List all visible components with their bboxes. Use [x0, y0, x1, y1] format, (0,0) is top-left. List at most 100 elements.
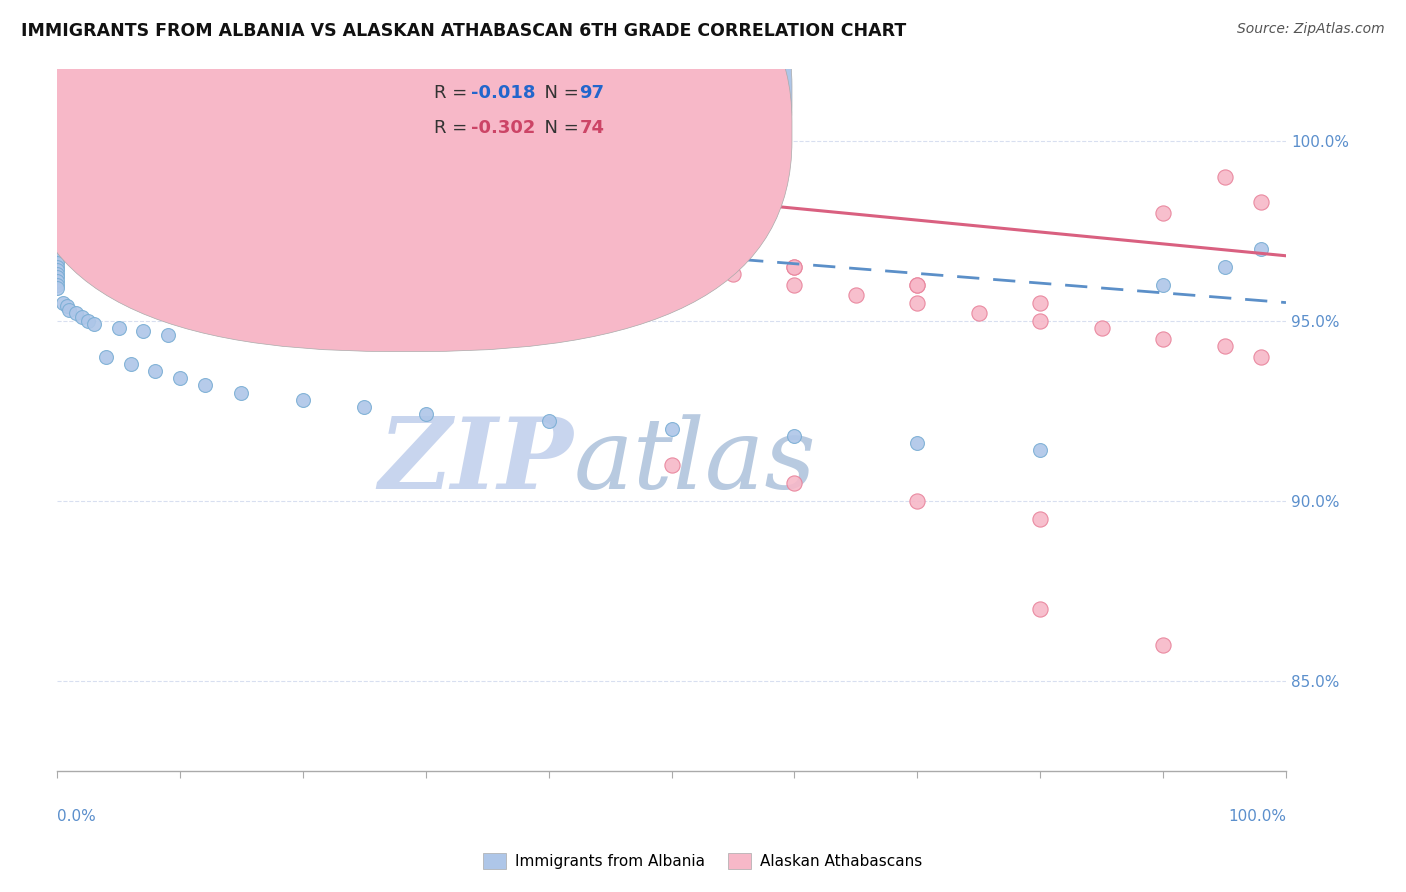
Point: [46, 260, 69, 274]
Point: [1091, 320, 1114, 334]
Point: [96, 187, 118, 202]
Point: [83, 137, 105, 152]
Point: [1213, 260, 1236, 274]
Point: [967, 306, 990, 320]
Point: [1250, 194, 1272, 209]
Point: [46, 245, 69, 260]
Point: [56, 152, 79, 166]
Point: [83, 317, 105, 331]
Point: [65, 166, 87, 180]
Point: [77, 177, 100, 191]
Point: [77, 313, 100, 327]
Point: [46, 169, 69, 184]
Point: [53, 145, 76, 159]
Point: [120, 245, 142, 260]
Point: [51, 137, 73, 152]
Point: [49, 134, 72, 148]
Text: 100.0%: 100.0%: [1227, 809, 1286, 824]
Point: [783, 260, 806, 274]
Point: [46, 227, 69, 242]
Point: [107, 320, 129, 334]
Point: [291, 392, 314, 407]
Point: [415, 187, 437, 202]
Point: [65, 306, 87, 320]
Point: [120, 357, 142, 371]
Point: [46, 223, 69, 237]
Point: [905, 295, 928, 310]
Point: [58, 159, 80, 173]
Point: [46, 145, 69, 159]
Point: [70, 134, 93, 148]
Point: [169, 162, 191, 177]
Text: atlas: atlas: [574, 414, 815, 509]
Point: [1213, 169, 1236, 184]
Point: [905, 277, 928, 292]
Text: R =: R =: [434, 84, 474, 102]
Point: [46, 263, 69, 277]
Point: [46, 152, 69, 166]
Point: [1213, 339, 1236, 353]
Point: [783, 429, 806, 443]
Point: [145, 155, 167, 169]
Point: [661, 260, 683, 274]
Point: [291, 187, 314, 202]
Point: [58, 162, 80, 177]
Point: [107, 173, 129, 187]
Point: [46, 235, 69, 249]
Point: [83, 180, 105, 194]
Point: [46, 235, 69, 249]
Point: [1152, 332, 1174, 346]
Point: [70, 227, 93, 242]
Point: [46, 281, 69, 295]
Point: [661, 422, 683, 436]
Point: [58, 302, 80, 317]
Point: [169, 180, 191, 194]
Point: [46, 180, 69, 194]
Point: [46, 187, 69, 202]
Point: [661, 458, 683, 472]
Point: [46, 252, 69, 267]
Point: [46, 198, 69, 212]
Point: [60, 219, 83, 234]
Point: [132, 152, 155, 166]
Point: [46, 155, 69, 169]
Point: [415, 212, 437, 227]
Point: [67, 169, 90, 184]
Point: [1029, 511, 1052, 525]
Point: [46, 148, 69, 162]
Point: [415, 187, 437, 202]
Point: [169, 152, 191, 166]
Point: [291, 184, 314, 198]
Point: [83, 235, 105, 249]
Point: [70, 310, 93, 324]
Point: [70, 173, 93, 187]
Point: [46, 152, 69, 166]
Point: [1029, 601, 1052, 615]
Point: [132, 325, 155, 339]
Point: [46, 173, 69, 187]
Point: [353, 400, 375, 414]
Point: [107, 242, 129, 256]
Text: 74: 74: [579, 120, 605, 137]
Point: [661, 242, 683, 256]
Point: [1029, 313, 1052, 327]
Point: [169, 223, 191, 237]
Point: [145, 364, 167, 378]
Text: Source: ZipAtlas.com: Source: ZipAtlas.com: [1237, 22, 1385, 37]
FancyBboxPatch shape: [377, 72, 758, 153]
Point: [46, 274, 69, 288]
Point: [89, 184, 111, 198]
Point: [46, 242, 69, 256]
Point: [156, 159, 179, 173]
Point: [46, 141, 69, 155]
Point: [60, 162, 83, 177]
Text: N =: N =: [533, 120, 585, 137]
Point: [661, 191, 683, 205]
Point: [46, 277, 69, 292]
Point: [599, 249, 621, 263]
Point: [107, 145, 129, 159]
Point: [1250, 242, 1272, 256]
Point: [65, 223, 87, 237]
Point: [46, 141, 69, 155]
Point: [46, 249, 69, 263]
